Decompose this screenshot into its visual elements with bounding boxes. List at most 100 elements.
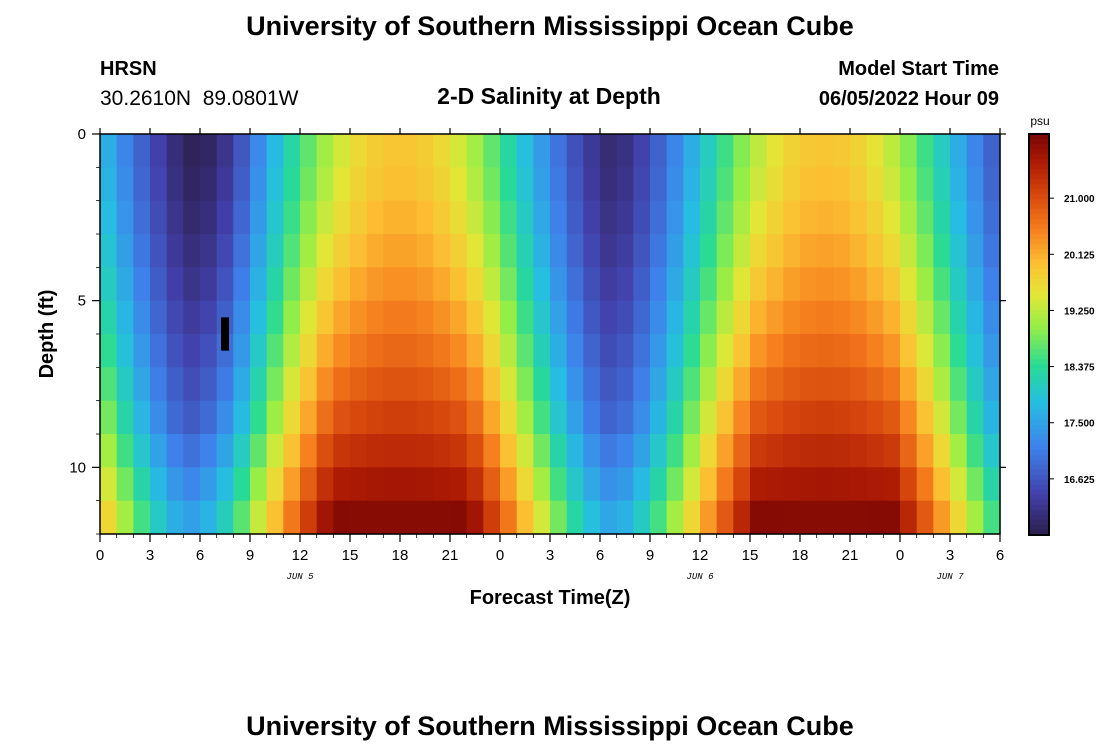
heatmap-cell (966, 434, 984, 468)
heatmap-cell (733, 234, 751, 268)
heatmap-cell (150, 134, 168, 168)
heatmap-cell (100, 200, 118, 235)
heatmap-cell (250, 234, 268, 268)
heatmap-cell (466, 234, 484, 268)
heatmap-cell (266, 500, 284, 535)
heatmap-cell (466, 367, 484, 402)
heatmap-cell (416, 167, 434, 202)
colorbar-unit: psu (1030, 114, 1049, 128)
heatmap-cell (383, 467, 401, 502)
heatmap-cell (350, 234, 368, 268)
heatmap-cell (833, 200, 851, 235)
heatmap-cell (983, 500, 1001, 535)
heatmap-cell (233, 134, 251, 168)
heatmap-cell (450, 134, 468, 168)
heatmap-cell (516, 434, 534, 468)
heatmap-cell (200, 134, 218, 168)
heatmap-cell (350, 200, 368, 235)
heatmap-cell (433, 134, 451, 168)
heatmap-cell (450, 300, 468, 335)
heatmap-cell (616, 434, 634, 468)
heatmap-cell (333, 200, 351, 235)
heatmap-cell (900, 500, 918, 535)
heatmap-cell (650, 467, 668, 502)
colorbar-segment (1029, 274, 1049, 280)
heatmap-cell (466, 167, 484, 202)
heatmap-cell (766, 334, 784, 368)
heatmap-cell (466, 400, 484, 435)
heatmap-cell (616, 200, 634, 235)
heatmap-cell (933, 167, 951, 202)
heatmap-cell (666, 334, 684, 368)
heatmap-cell (283, 467, 301, 502)
heatmap-cell (250, 134, 268, 168)
heatmap-cell (883, 167, 901, 202)
colorbar-segment (1029, 474, 1049, 481)
heatmap-cell (283, 234, 301, 268)
colorbar-segment (1029, 264, 1049, 270)
heatmap-cell (500, 167, 518, 202)
heatmap-cell (683, 234, 701, 268)
heatmap-cell (266, 234, 284, 268)
colorbar-segment (1029, 239, 1049, 245)
heatmap-cell (450, 167, 468, 202)
heatmap-cell (916, 467, 934, 502)
heatmap-cell (566, 234, 584, 268)
heatmap-cell (450, 434, 468, 468)
heatmap-cell (500, 334, 518, 368)
colorbar-segment (1029, 509, 1049, 516)
heatmap-cell (866, 234, 884, 268)
heatmap-cell (950, 234, 968, 268)
heatmap-cell (700, 334, 718, 368)
heatmap-cell (266, 200, 284, 235)
heatmap-cell (566, 267, 584, 302)
heatmap-cell (950, 500, 968, 535)
heatmap-cell (883, 500, 901, 535)
heatmap-cell (450, 500, 468, 535)
footer-title: University of Southern Mississippi Ocean… (246, 711, 854, 741)
heatmap-cell (550, 300, 568, 335)
heatmap-cell (266, 467, 284, 502)
heatmap-cell (883, 367, 901, 402)
heatmap-cell (916, 167, 934, 202)
colorbar-segment (1029, 434, 1049, 441)
colorbar-segment (1029, 194, 1049, 200)
heatmap-cell (116, 400, 134, 435)
colorbar-segment (1029, 319, 1049, 326)
colorbar-segment (1029, 209, 1049, 215)
heatmap-cell (650, 367, 668, 402)
heatmap-cell (500, 400, 518, 435)
heatmap-cell (383, 267, 401, 302)
heatmap-cell (966, 200, 984, 235)
heatmap-cell (966, 234, 984, 268)
heatmap-cell (150, 434, 168, 468)
x-tick-label: 6 (596, 547, 604, 564)
heatmap-cell (700, 267, 718, 302)
heatmap-cell (200, 434, 218, 468)
heatmap-cell (933, 500, 951, 535)
heatmap-cell (550, 400, 568, 435)
heatmap-cell (783, 234, 801, 268)
heatmap-cell (383, 434, 401, 468)
heatmap-cell (266, 267, 284, 302)
colorbar-segment (1029, 364, 1049, 371)
heatmap-cell (183, 367, 201, 402)
x-axis-label: Forecast Time(Z) (470, 587, 631, 609)
heatmap-cell (100, 234, 118, 268)
heatmap-cell (216, 134, 234, 168)
heatmap-cell (966, 300, 984, 335)
heatmap-cell (816, 200, 834, 235)
heatmap-cell (716, 334, 734, 368)
colorbar-segment (1029, 459, 1049, 466)
heatmap-cell (366, 400, 384, 435)
heatmap-cell (133, 434, 151, 468)
colorbar-segment (1029, 224, 1049, 230)
heatmap-cell (233, 400, 251, 435)
heatmap-cell (633, 367, 651, 402)
heatmap-cell (866, 334, 884, 368)
heatmap-cell (166, 134, 184, 168)
colorbar-segment (1029, 279, 1049, 285)
heatmap-cell (583, 400, 601, 435)
station-coordinates: 30.2610N 89.0801W (100, 87, 299, 110)
colorbar-segment (1029, 244, 1049, 250)
